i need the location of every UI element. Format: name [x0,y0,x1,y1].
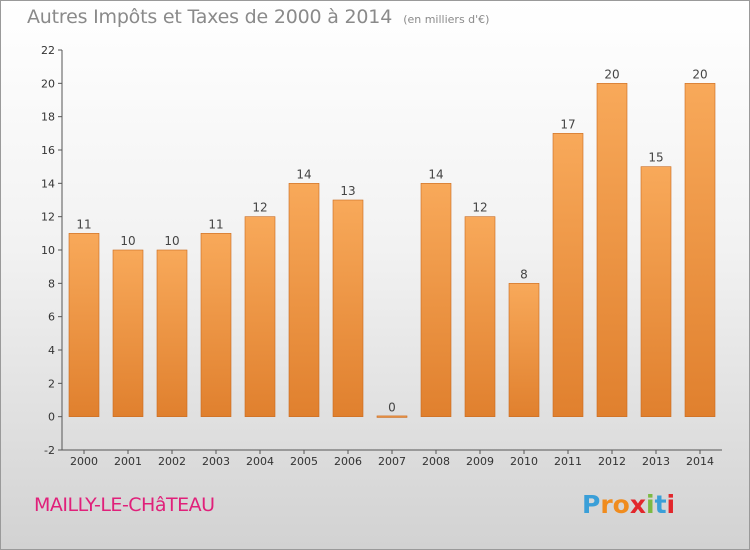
y-tick-label: 12 [41,211,55,224]
bar [464,216,496,417]
bar [244,216,276,417]
value-label: 10 [120,234,135,248]
bar [288,183,320,417]
proxiti-logo: Proxiti [582,490,675,519]
bar [68,233,100,417]
x-tick-label: 2004 [246,455,274,468]
x-tick-label: 2014 [686,455,714,468]
logo-letter: t [654,490,667,519]
x-tick-label: 2005 [290,455,318,468]
y-tick-label: 20 [41,77,55,90]
x-tick-label: 2012 [598,455,626,468]
value-label: 13 [340,184,355,198]
y-tick-label: 6 [48,311,55,324]
logo-letter: i [666,490,676,519]
logo-letter: r [600,490,613,519]
y-tick-label: 2 [48,377,55,390]
y-tick-label: 18 [41,111,55,124]
bar [156,249,188,417]
logo-letter: x [629,490,646,519]
logo-letter: P [582,490,601,519]
y-tick-label: -2 [44,444,55,457]
bar [640,166,672,417]
chart-title: Autres Impôts et Taxes de 2000 à 2014 [27,6,393,28]
y-tick-label: 10 [41,244,55,257]
value-label: 20 [604,67,619,81]
y-tick-label: 8 [48,277,55,290]
bar [684,83,716,417]
bar [200,233,232,417]
value-label: 14 [296,167,311,181]
bar [112,249,144,417]
x-tick-label: 2011 [554,455,582,468]
y-tick-label: 16 [41,144,55,157]
chart-title-block: Autres Impôts et Taxes de 2000 à 2014 (e… [27,6,489,28]
value-label: 12 [252,201,267,215]
bar [596,83,628,417]
x-tick-label: 2000 [70,455,98,468]
chart-subtitle: (en milliers d'€) [403,13,490,26]
value-label: 11 [208,217,223,231]
x-tick-label: 2013 [642,455,670,468]
bar [552,133,584,417]
y-tick-label: 14 [41,177,55,190]
y-tick-label: 22 [41,44,55,57]
y-tick-label: 4 [48,344,55,357]
y-tick-label: 0 [48,411,55,424]
place-name: MAILLY-LE-CHâTEAU [34,494,215,516]
x-tick-label: 2010 [510,455,538,468]
value-label: 0 [388,401,396,415]
value-label: 11 [76,217,91,231]
value-label: 12 [472,201,487,215]
logo-letter: i [646,490,655,519]
bar [332,199,364,417]
bar [376,415,408,418]
x-tick-label: 2008 [422,455,450,468]
value-label: 15 [648,151,663,165]
x-tick-label: 2006 [334,455,362,468]
x-tick-label: 2001 [114,455,142,468]
bar [420,183,452,417]
x-tick-label: 2007 [378,455,406,468]
value-label: 10 [164,234,179,248]
x-tick-label: 2002 [158,455,186,468]
bar [508,283,540,417]
logo-letter: o [612,490,630,519]
x-tick-label: 2009 [466,455,494,468]
value-label: 8 [520,267,528,281]
x-tick-label: 2003 [202,455,230,468]
value-label: 14 [428,167,443,181]
value-label: 17 [560,117,575,131]
value-label: 20 [692,67,707,81]
